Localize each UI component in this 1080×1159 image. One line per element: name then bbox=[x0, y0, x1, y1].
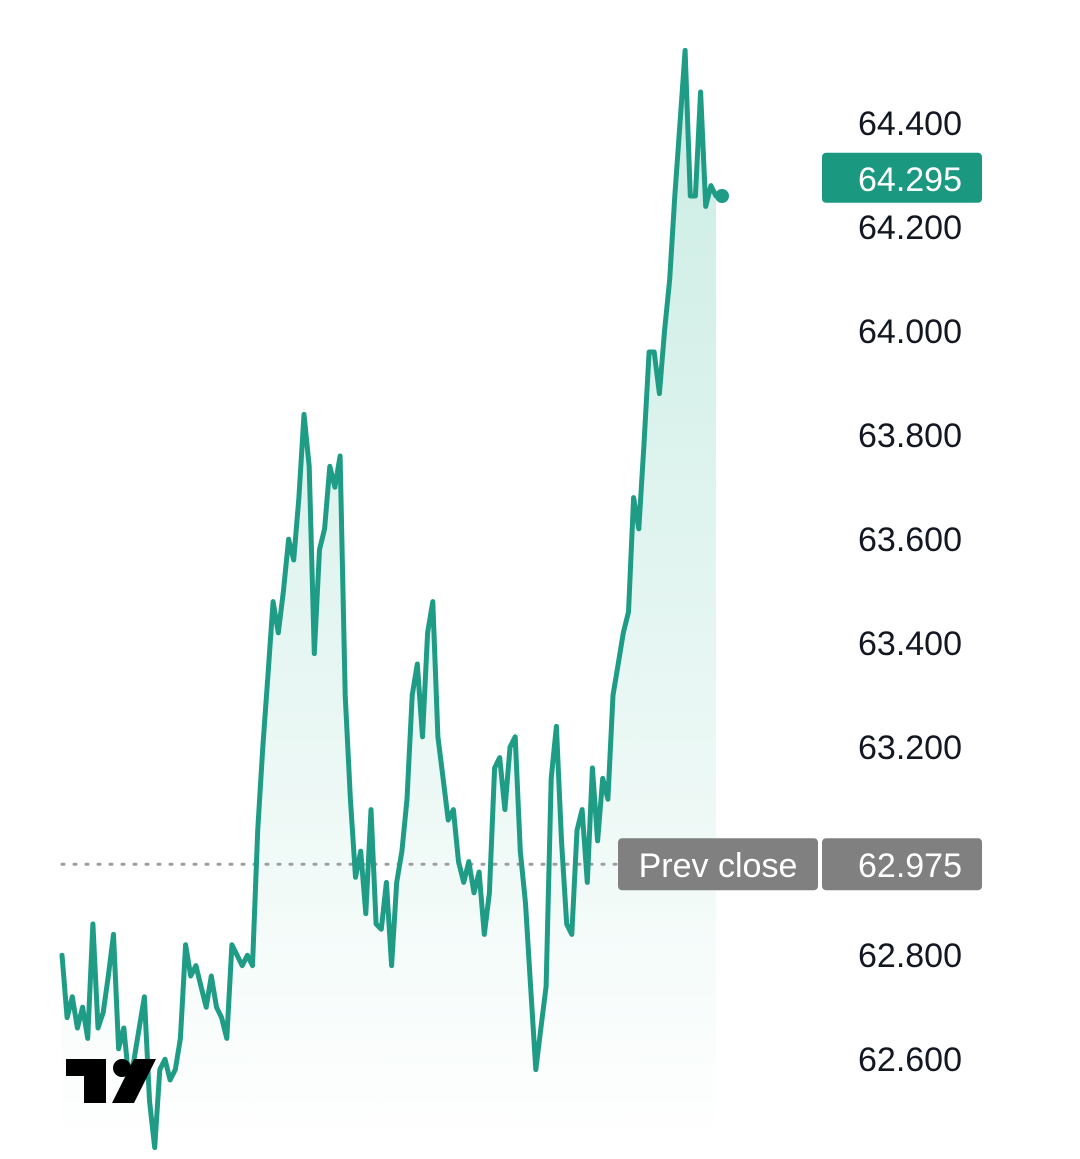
y-tick-label: 62.800 bbox=[858, 937, 962, 975]
y-tick-label: 63.200 bbox=[858, 729, 962, 767]
prev-close-label: Prev close bbox=[639, 847, 798, 885]
last-price-marker bbox=[715, 189, 729, 203]
last-price-badge bbox=[822, 152, 982, 203]
y-tick-label: 63.800 bbox=[858, 417, 962, 455]
prev-close-value-badge bbox=[822, 838, 982, 891]
y-tick-label: 64.000 bbox=[858, 313, 962, 351]
y-tick-label: 62.600 bbox=[858, 1041, 962, 1079]
prev-close-label-badge bbox=[618, 838, 818, 891]
y-tick-label: 64.200 bbox=[858, 209, 962, 247]
price-area-fill bbox=[62, 50, 716, 1148]
prev-close-value: 62.975 bbox=[858, 847, 962, 885]
price-line bbox=[59, 47, 719, 1151]
y-axis: 62.600 62.800 63.200 63.400 63.600 63.800 64.0… bbox=[858, 105, 962, 1079]
y-tick-label: 63.600 bbox=[858, 521, 962, 559]
y-tick-label: 63.400 bbox=[858, 625, 962, 663]
y-tick-label: 64.400 bbox=[858, 105, 962, 143]
tradingview-logo-icon bbox=[66, 1059, 156, 1103]
last-price-label: 64.295 bbox=[858, 161, 962, 199]
